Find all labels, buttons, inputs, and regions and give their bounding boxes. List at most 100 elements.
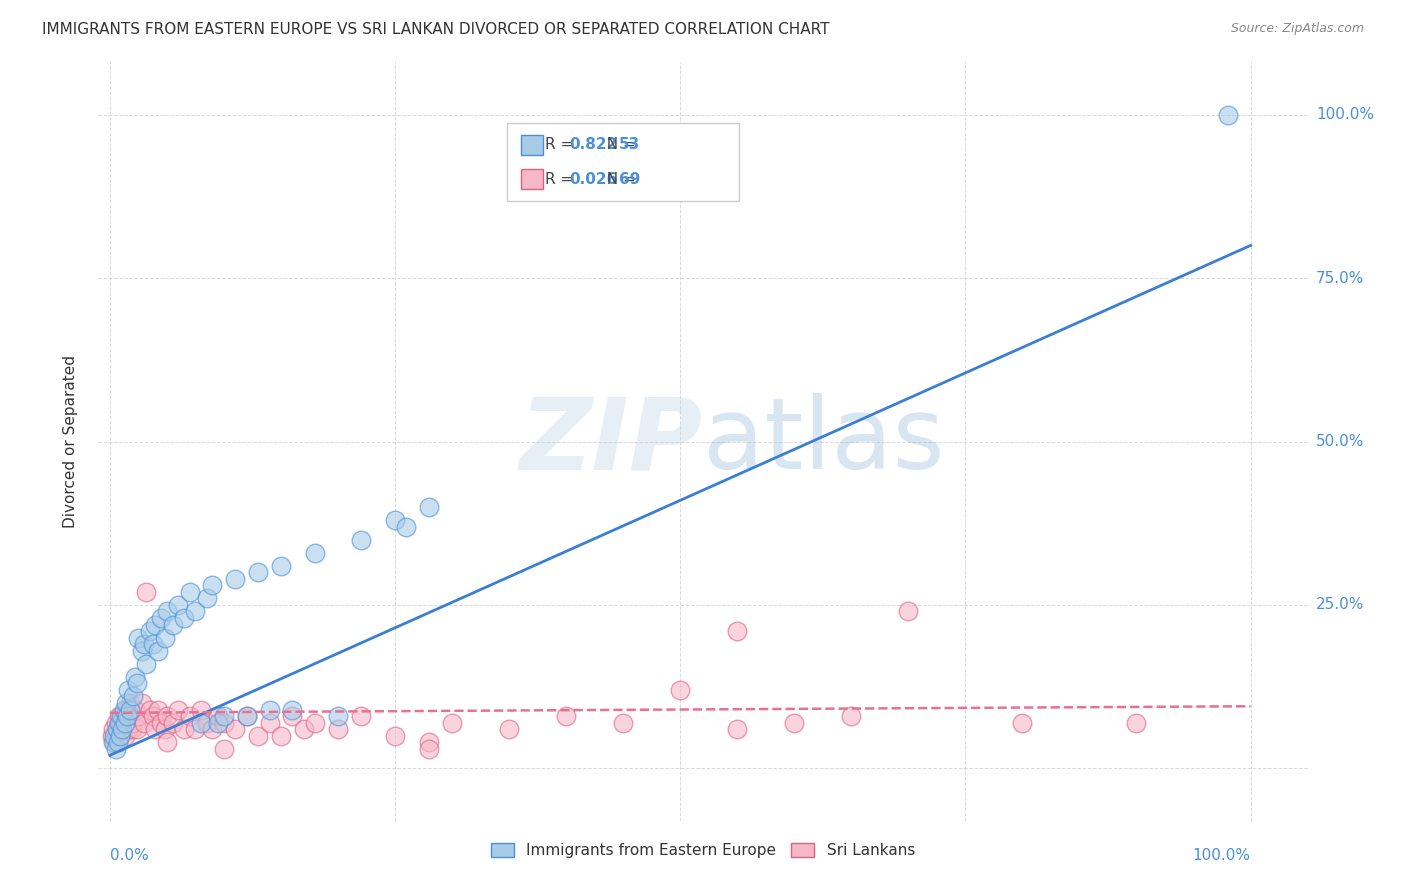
Point bbox=[304, 715, 326, 730]
Point bbox=[104, 715, 127, 730]
Point bbox=[142, 709, 165, 723]
Text: 100.0%: 100.0% bbox=[1316, 107, 1374, 122]
Point bbox=[131, 696, 153, 710]
Point bbox=[270, 558, 292, 573]
Point bbox=[441, 715, 464, 730]
Point bbox=[127, 631, 149, 645]
Point bbox=[127, 722, 149, 736]
Point bbox=[350, 533, 373, 547]
Point bbox=[105, 722, 128, 736]
Point bbox=[725, 624, 748, 639]
Point bbox=[124, 702, 146, 716]
Point bbox=[384, 729, 406, 743]
Point bbox=[146, 643, 169, 657]
Text: Source: ZipAtlas.com: Source: ZipAtlas.com bbox=[1230, 22, 1364, 36]
Point bbox=[384, 513, 406, 527]
Point bbox=[120, 696, 142, 710]
Point bbox=[418, 500, 440, 514]
Point bbox=[156, 735, 179, 749]
Point bbox=[117, 682, 139, 697]
Text: R =: R = bbox=[546, 171, 578, 186]
Point bbox=[115, 709, 138, 723]
Point bbox=[304, 546, 326, 560]
Point bbox=[153, 722, 176, 736]
Point bbox=[103, 735, 125, 749]
Point bbox=[156, 709, 179, 723]
Point bbox=[114, 715, 136, 730]
Point bbox=[173, 722, 195, 736]
Point bbox=[107, 735, 129, 749]
Text: 100.0%: 100.0% bbox=[1192, 848, 1250, 863]
Point bbox=[1125, 715, 1147, 730]
Text: ZIP: ZIP bbox=[520, 393, 703, 490]
Point bbox=[190, 702, 212, 716]
Point bbox=[139, 702, 162, 716]
Point bbox=[132, 715, 155, 730]
Point bbox=[150, 715, 173, 730]
Point bbox=[108, 729, 131, 743]
Point bbox=[146, 702, 169, 716]
Point bbox=[108, 709, 131, 723]
Text: N =: N = bbox=[598, 171, 641, 186]
Point bbox=[127, 709, 149, 723]
Point bbox=[105, 729, 128, 743]
Point bbox=[195, 591, 218, 606]
Point bbox=[281, 702, 304, 716]
Point bbox=[108, 729, 131, 743]
Point bbox=[121, 722, 143, 736]
Legend: Immigrants from Eastern Europe, Sri Lankans: Immigrants from Eastern Europe, Sri Lank… bbox=[484, 836, 922, 866]
Point bbox=[162, 617, 184, 632]
Point bbox=[418, 741, 440, 756]
Point bbox=[195, 715, 218, 730]
Point bbox=[326, 709, 349, 723]
Point bbox=[179, 709, 201, 723]
Point bbox=[101, 729, 124, 743]
Point bbox=[124, 670, 146, 684]
Point bbox=[555, 709, 578, 723]
Point bbox=[107, 722, 129, 736]
Point bbox=[350, 709, 373, 723]
Point bbox=[115, 702, 138, 716]
Point bbox=[139, 624, 162, 639]
Point bbox=[235, 709, 257, 723]
Text: IMMIGRANTS FROM EASTERN EUROPE VS SRI LANKAN DIVORCED OR SEPARATED CORRELATION C: IMMIGRANTS FROM EASTERN EUROPE VS SRI LA… bbox=[42, 22, 830, 37]
Point bbox=[783, 715, 806, 730]
Point bbox=[184, 722, 207, 736]
Text: R =: R = bbox=[546, 137, 578, 153]
Point bbox=[110, 715, 132, 730]
Point bbox=[292, 722, 315, 736]
Text: 0.822: 0.822 bbox=[569, 137, 617, 153]
Point bbox=[725, 722, 748, 736]
Point bbox=[201, 578, 224, 592]
Point bbox=[184, 605, 207, 619]
Point bbox=[247, 566, 270, 580]
Text: N =: N = bbox=[598, 137, 641, 153]
Text: 50.0%: 50.0% bbox=[1316, 434, 1364, 449]
Point bbox=[103, 735, 125, 749]
Point bbox=[212, 715, 235, 730]
Point bbox=[145, 617, 167, 632]
Point bbox=[167, 702, 190, 716]
Point bbox=[259, 702, 281, 716]
Point bbox=[247, 729, 270, 743]
Point bbox=[179, 585, 201, 599]
Point bbox=[117, 722, 139, 736]
Point bbox=[669, 682, 692, 697]
Point bbox=[111, 722, 134, 736]
Text: 0.026: 0.026 bbox=[569, 171, 617, 186]
Point bbox=[839, 709, 862, 723]
Point bbox=[1216, 108, 1239, 122]
Text: 75.0%: 75.0% bbox=[1316, 270, 1364, 285]
Point bbox=[212, 709, 235, 723]
Point bbox=[167, 598, 190, 612]
Text: 69: 69 bbox=[619, 171, 641, 186]
Text: 0.0%: 0.0% bbox=[110, 848, 149, 863]
Point bbox=[114, 715, 136, 730]
Point bbox=[120, 702, 142, 716]
Point bbox=[153, 631, 176, 645]
Point bbox=[127, 676, 149, 690]
Point bbox=[131, 643, 153, 657]
Point bbox=[395, 519, 418, 533]
Point bbox=[207, 715, 229, 730]
Point bbox=[135, 657, 157, 671]
